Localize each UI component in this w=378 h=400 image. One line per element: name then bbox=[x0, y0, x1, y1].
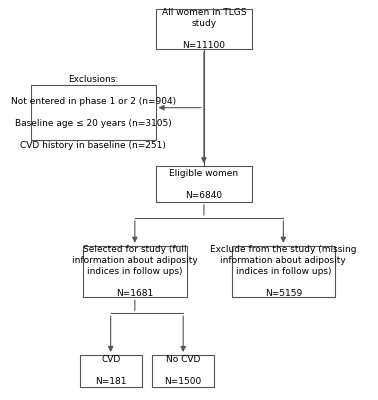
Text: No CVD

N=1500: No CVD N=1500 bbox=[164, 355, 202, 386]
Text: Eligible women

N=6840: Eligible women N=6840 bbox=[169, 168, 239, 200]
Text: Exclude from the study (missing
information about adiposity
indices in follow up: Exclude from the study (missing informat… bbox=[210, 245, 356, 298]
Text: Exclusions:

Not entered in phase 1 or 2 (n=904)

Baseline age ≤ 20 years (n=310: Exclusions: Not entered in phase 1 or 2 … bbox=[11, 75, 176, 150]
Text: All women in TLGS
study

N=11100: All women in TLGS study N=11100 bbox=[162, 8, 246, 50]
FancyBboxPatch shape bbox=[156, 166, 252, 202]
FancyBboxPatch shape bbox=[80, 355, 142, 387]
FancyBboxPatch shape bbox=[152, 355, 214, 387]
Text: CVD

N=181: CVD N=181 bbox=[95, 355, 126, 386]
FancyBboxPatch shape bbox=[83, 246, 187, 297]
FancyBboxPatch shape bbox=[156, 9, 252, 49]
FancyBboxPatch shape bbox=[232, 246, 335, 297]
FancyBboxPatch shape bbox=[31, 85, 156, 140]
Text: Selected for study (full
information about adiposity
indices in follow ups)

N=1: Selected for study (full information abo… bbox=[72, 245, 198, 298]
